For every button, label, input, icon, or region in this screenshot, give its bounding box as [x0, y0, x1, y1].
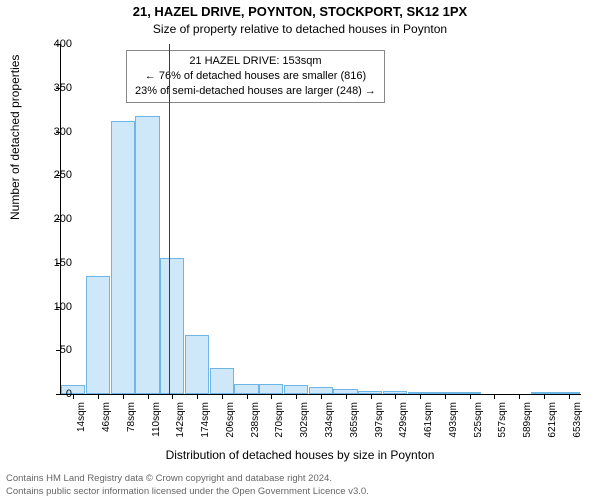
xtick-mark — [296, 394, 297, 399]
ytick-label: 400 — [32, 38, 72, 50]
ytick-label: 0 — [32, 388, 72, 400]
xtick-mark — [544, 394, 545, 399]
xtick-label: 270sqm — [274, 402, 285, 462]
xtick-mark — [247, 394, 248, 399]
xtick-label: 621sqm — [547, 402, 558, 462]
chart-title-sub: Size of property relative to detached ho… — [0, 22, 600, 36]
xtick-mark — [470, 394, 471, 399]
xtick-label: 206sqm — [225, 402, 236, 462]
chart-container: 21, HAZEL DRIVE, POYNTON, STOCKPORT, SK1… — [0, 0, 600, 500]
xtick-mark — [321, 394, 322, 399]
xtick-mark — [172, 394, 173, 399]
histogram-bar — [135, 116, 159, 394]
ytick-label: 100 — [32, 301, 72, 313]
info-line-3: 23% of semi-detached houses are larger (… — [135, 84, 376, 99]
xtick-label: 525sqm — [473, 402, 484, 462]
xtick-label: 78sqm — [126, 402, 137, 462]
xtick-mark — [98, 394, 99, 399]
xtick-mark — [148, 394, 149, 399]
xtick-mark — [395, 394, 396, 399]
xtick-label: 429sqm — [398, 402, 409, 462]
xtick-label: 493sqm — [448, 402, 459, 462]
info-line-1: 21 HAZEL DRIVE: 153sqm — [135, 54, 376, 69]
y-axis-label: Number of detached properties — [8, 55, 22, 220]
chart-title-main: 21, HAZEL DRIVE, POYNTON, STOCKPORT, SK1… — [0, 4, 600, 19]
xtick-mark — [445, 394, 446, 399]
plot-area: 21 HAZEL DRIVE: 153sqm ← 76% of detached… — [60, 44, 581, 395]
info-line-2: ← 76% of detached houses are smaller (81… — [135, 69, 376, 84]
ytick-label: 50 — [32, 344, 72, 356]
ytick-label: 200 — [32, 213, 72, 225]
xtick-mark — [519, 394, 520, 399]
xtick-label: 589sqm — [522, 402, 533, 462]
xtick-label: 397sqm — [374, 402, 385, 462]
xtick-mark — [494, 394, 495, 399]
xtick-label: 653sqm — [572, 402, 583, 462]
histogram-bar — [259, 384, 283, 395]
ytick-label: 250 — [32, 169, 72, 181]
xtick-label: 334sqm — [324, 402, 335, 462]
info-box: 21 HAZEL DRIVE: 153sqm ← 76% of detached… — [126, 50, 385, 103]
histogram-bar — [111, 121, 135, 394]
xtick-label: 14sqm — [76, 402, 87, 462]
xtick-label: 46sqm — [101, 402, 112, 462]
ytick-label: 150 — [32, 257, 72, 269]
xtick-mark — [271, 394, 272, 399]
xtick-mark — [420, 394, 421, 399]
histogram-bar — [309, 387, 333, 394]
histogram-bar — [234, 384, 258, 395]
footer-line-1: Contains HM Land Registry data © Crown c… — [6, 473, 369, 485]
xtick-label: 110sqm — [151, 402, 162, 462]
histogram-bar — [284, 385, 308, 394]
footer-attribution: Contains HM Land Registry data © Crown c… — [6, 473, 369, 498]
xtick-label: 142sqm — [175, 402, 186, 462]
xtick-label: 461sqm — [423, 402, 434, 462]
xtick-label: 365sqm — [349, 402, 360, 462]
xtick-label: 557sqm — [497, 402, 508, 462]
histogram-bar — [160, 258, 184, 394]
xtick-mark — [123, 394, 124, 399]
xtick-mark — [569, 394, 570, 399]
histogram-bar — [86, 276, 110, 394]
xtick-mark — [73, 394, 74, 399]
xtick-mark — [371, 394, 372, 399]
xtick-mark — [197, 394, 198, 399]
xtick-mark — [222, 394, 223, 399]
histogram-bar — [210, 368, 234, 394]
xtick-label: 302sqm — [299, 402, 310, 462]
footer-line-2: Contains public sector information licen… — [6, 486, 369, 498]
ytick-label: 300 — [32, 126, 72, 138]
xtick-mark — [346, 394, 347, 399]
xtick-label: 174sqm — [200, 402, 211, 462]
ytick-label: 350 — [32, 82, 72, 94]
xtick-label: 238sqm — [250, 402, 261, 462]
histogram-bar — [185, 335, 209, 395]
reference-line — [169, 44, 170, 394]
